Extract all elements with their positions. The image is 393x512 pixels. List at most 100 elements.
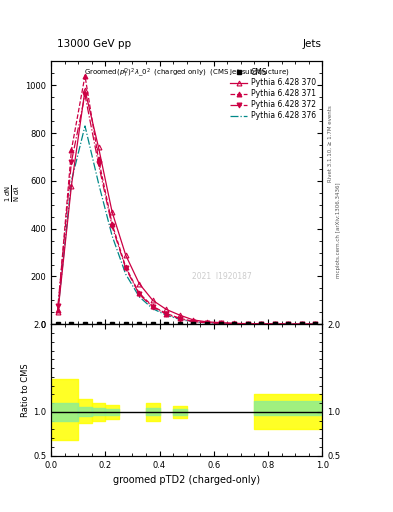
CMS <box>164 321 169 327</box>
Pythia 6.428 371 <box>83 73 87 79</box>
Y-axis label: Ratio to CMS: Ratio to CMS <box>21 363 30 417</box>
Pythia 6.428 371 <box>272 321 277 327</box>
Pythia 6.428 376 <box>110 233 114 239</box>
Pythia 6.428 371 <box>218 320 223 326</box>
Pythia 6.428 372 <box>178 316 182 322</box>
Pythia 6.428 372 <box>83 92 87 98</box>
Pythia 6.428 370 <box>110 209 114 215</box>
Pythia 6.428 372 <box>286 321 291 327</box>
Text: Groomed$(p_T^D)^2\lambda\_0^2$  (charged only)  (CMS jet substructure): Groomed$(p_T^D)^2\lambda\_0^2$ (charged … <box>84 67 290 80</box>
CMS <box>55 321 60 327</box>
Pythia 6.428 371 <box>191 318 196 325</box>
Pythia 6.428 372 <box>55 303 60 309</box>
CMS <box>218 321 223 327</box>
Pythia 6.428 370 <box>69 183 74 189</box>
Pythia 6.428 376 <box>259 321 264 327</box>
Pythia 6.428 372 <box>272 321 277 327</box>
Pythia 6.428 372 <box>164 311 169 317</box>
Pythia 6.428 371 <box>55 307 60 313</box>
CMS <box>96 321 101 327</box>
Pythia 6.428 371 <box>286 321 291 327</box>
Pythia 6.428 372 <box>313 321 318 327</box>
Pythia 6.428 376 <box>299 321 304 327</box>
CMS <box>286 321 291 327</box>
Pythia 6.428 372 <box>299 321 304 327</box>
Line: Pythia 6.428 370: Pythia 6.428 370 <box>55 88 318 327</box>
Pythia 6.428 371 <box>110 221 114 227</box>
Pythia 6.428 370 <box>272 321 277 327</box>
Pythia 6.428 371 <box>178 315 182 322</box>
CMS <box>299 321 304 327</box>
Pythia 6.428 376 <box>313 321 318 327</box>
Text: 2021  I1920187: 2021 I1920187 <box>192 272 252 282</box>
X-axis label: groomed pTD2 (charged-only): groomed pTD2 (charged-only) <box>113 475 260 485</box>
Pythia 6.428 370 <box>205 319 209 325</box>
Pythia 6.428 372 <box>218 320 223 326</box>
Pythia 6.428 371 <box>137 290 141 296</box>
Pythia 6.428 376 <box>286 321 291 327</box>
Pythia 6.428 370 <box>164 306 169 312</box>
Pythia 6.428 371 <box>245 321 250 327</box>
Pythia 6.428 370 <box>259 321 264 327</box>
Pythia 6.428 371 <box>259 321 264 327</box>
Pythia 6.428 370 <box>232 320 237 326</box>
Pythia 6.428 370 <box>123 252 128 258</box>
Pythia 6.428 372 <box>191 318 196 325</box>
Pythia 6.428 371 <box>164 310 169 316</box>
Y-axis label: $\frac{1}{\mathrm{N}}\frac{d\mathrm{N}}{d\lambda}$: $\frac{1}{\mathrm{N}}\frac{d\mathrm{N}}{… <box>4 184 22 202</box>
Pythia 6.428 371 <box>313 321 318 327</box>
Pythia 6.428 376 <box>151 306 155 312</box>
Pythia 6.428 370 <box>83 87 87 93</box>
Text: 13000 GeV pp: 13000 GeV pp <box>57 38 131 49</box>
Pythia 6.428 370 <box>178 312 182 318</box>
CMS <box>313 321 318 327</box>
Pythia 6.428 372 <box>205 319 209 326</box>
Line: Pythia 6.428 371: Pythia 6.428 371 <box>55 73 318 327</box>
Pythia 6.428 370 <box>218 319 223 326</box>
CMS <box>110 321 114 327</box>
Pythia 6.428 371 <box>232 321 237 327</box>
Line: Pythia 6.428 372: Pythia 6.428 372 <box>55 93 318 327</box>
Pythia 6.428 370 <box>137 281 141 287</box>
Pythia 6.428 370 <box>286 321 291 327</box>
Pythia 6.428 376 <box>123 271 128 277</box>
Pythia 6.428 376 <box>83 123 87 129</box>
Pythia 6.428 371 <box>151 303 155 309</box>
Pythia 6.428 371 <box>69 147 74 153</box>
CMS <box>272 321 277 327</box>
CMS <box>137 321 141 327</box>
Pythia 6.428 376 <box>55 308 60 314</box>
Pythia 6.428 371 <box>205 319 209 326</box>
CMS <box>232 321 237 327</box>
Pythia 6.428 370 <box>151 297 155 304</box>
Pythia 6.428 372 <box>137 291 141 297</box>
CMS <box>259 321 264 327</box>
Pythia 6.428 376 <box>69 178 74 184</box>
Pythia 6.428 370 <box>313 321 318 327</box>
Pythia 6.428 372 <box>96 161 101 167</box>
Pythia 6.428 370 <box>245 321 250 327</box>
Pythia 6.428 376 <box>137 294 141 300</box>
Pythia 6.428 370 <box>191 317 196 323</box>
Pythia 6.428 370 <box>55 309 60 315</box>
Pythia 6.428 376 <box>245 321 250 327</box>
CMS <box>151 321 155 327</box>
Pythia 6.428 376 <box>232 321 237 327</box>
Pythia 6.428 371 <box>123 264 128 270</box>
Pythia 6.428 372 <box>69 159 74 165</box>
CMS <box>191 321 196 327</box>
Pythia 6.428 372 <box>245 321 250 327</box>
Pythia 6.428 372 <box>110 223 114 229</box>
Pythia 6.428 376 <box>191 319 196 325</box>
Pythia 6.428 376 <box>205 320 209 326</box>
Pythia 6.428 370 <box>299 321 304 327</box>
Pythia 6.428 372 <box>232 321 237 327</box>
Line: CMS: CMS <box>55 322 318 327</box>
Pythia 6.428 376 <box>164 312 169 318</box>
Pythia 6.428 371 <box>96 156 101 162</box>
Pythia 6.428 376 <box>96 180 101 186</box>
Legend: CMS, Pythia 6.428 370, Pythia 6.428 371, Pythia 6.428 372, Pythia 6.428 376: CMS, Pythia 6.428 370, Pythia 6.428 371,… <box>228 65 318 122</box>
Pythia 6.428 372 <box>151 304 155 310</box>
CMS <box>205 321 209 327</box>
Pythia 6.428 371 <box>299 321 304 327</box>
